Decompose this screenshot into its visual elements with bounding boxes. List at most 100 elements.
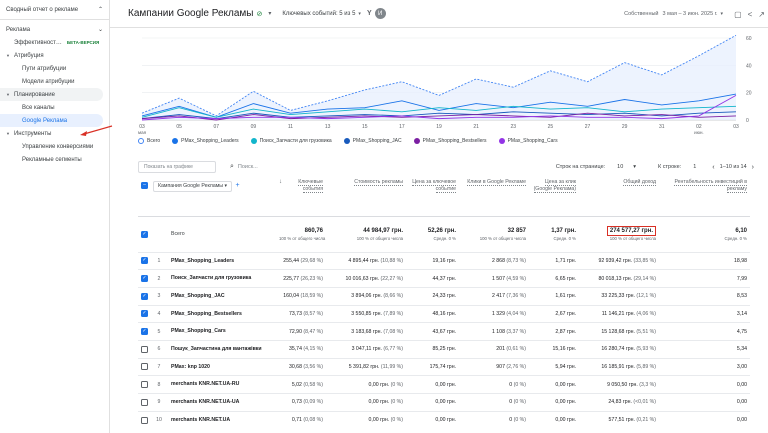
column-header-key-events[interactable]: ↓ Ключевые события xyxy=(279,179,324,193)
legend-item[interactable]: Поиск_Запчасти для грузовика xyxy=(250,138,332,144)
sidebar-header[interactable]: Сводный отчет о рекламе ⌃ xyxy=(0,0,109,20)
row-checkbox[interactable] xyxy=(141,416,148,424)
sidebar-section-ads[interactable]: Реклама ⌄ xyxy=(6,26,103,34)
dimension-selector[interactable]: Кампания Google Рекламы ▾ xyxy=(153,181,233,192)
row-checkbox[interactable]: ✓ xyxy=(141,328,148,336)
x-tick-label: 19 xyxy=(436,124,442,130)
filter-icon[interactable]: Y xyxy=(366,10,372,17)
series-line-0[interactable] xyxy=(141,34,737,117)
legend-item[interactable]: Всего xyxy=(138,138,160,144)
cpc-cell: 2,87 грн. xyxy=(529,322,580,341)
cost-per-event-cell: 43,67 грн. xyxy=(406,322,460,341)
prev-page-icon[interactable]: ‹ xyxy=(712,163,715,171)
column-header-cost-per-event[interactable]: Цена за ключевое событие xyxy=(412,179,457,193)
column-header-cost[interactable]: Стоимость рекламы xyxy=(354,179,404,186)
sidebar-item-ad-segments[interactable]: Рекламные сегменты xyxy=(22,156,82,163)
show-on-chart-button[interactable]: Показать на графике xyxy=(138,161,216,173)
row-number: 6 xyxy=(150,339,168,359)
campaign-name[interactable]: PMax: knp 1020 xyxy=(168,357,277,376)
sidebar-section-tools[interactable]: ▼ Инструменты xyxy=(6,130,52,137)
campaign-name[interactable]: PMax_Shopping_Leaders xyxy=(168,251,277,270)
series-line-3[interactable] xyxy=(141,111,737,120)
campaign-name[interactable]: PMax_Shopping_Bestsellers xyxy=(168,304,277,323)
campaign-name[interactable]: PMax_Shopping_Cars xyxy=(168,322,277,341)
edit-icon[interactable]: ▢ xyxy=(734,9,742,19)
table-row[interactable]: ✓ 5 PMax_Shopping_Cars 72,90 (8,47 %) 3 183,… xyxy=(138,322,751,341)
legend-item[interactable]: PMax_Shopping_JAC xyxy=(343,138,402,144)
rows-per-page-select[interactable]: 10 xyxy=(617,164,624,170)
chevron-down-icon: ⌄ xyxy=(97,27,103,33)
row-checkbox[interactable] xyxy=(141,381,148,389)
sidebar-item-all-channels[interactable]: Все каналы xyxy=(22,104,55,111)
campaign-name[interactable]: Поиск_Запчасти для грузовика xyxy=(168,269,277,288)
table-row[interactable]: ✓ 2 Поиск_Запчасти для грузовика 225,77 (26… xyxy=(138,269,751,288)
row-number: 3 xyxy=(150,286,168,306)
table-row[interactable]: ✓ 1 PMax_Shopping_Leaders 255,44 (29,68 %) 4… xyxy=(138,251,751,270)
key-events-selector[interactable]: Ключевых событий: 5 из 5 xyxy=(282,10,356,17)
report-header: Кампании Google Рекламы ⊘ ▾ Ключевых соб… xyxy=(110,0,768,28)
sidebar-item-google-ads[interactable]: Google Реклама xyxy=(0,114,103,127)
table-row[interactable]: 7 PMax: knp 1020 30,68 (3,56 %) 5 391,82 гр… xyxy=(138,357,751,376)
search-input[interactable]: Поиск... xyxy=(237,164,258,170)
campaign-name[interactable]: Пошук_Запчастина для вантажівки xyxy=(168,339,277,359)
table-row[interactable]: 6 Пошук_Запчастина для вантажівки 35,74 (4… xyxy=(138,339,751,359)
chevron-up-icon[interactable]: ⌃ xyxy=(97,7,103,13)
select-all-checkbox[interactable]: – xyxy=(141,182,148,189)
chevron-down-icon[interactable]: ▾ xyxy=(358,10,361,17)
chevron-down-icon[interactable]: ▾ xyxy=(633,164,637,170)
row-checkbox[interactable]: ✓ xyxy=(141,310,148,318)
column-header-roas[interactable]: Рентабельность инвестиций в рекламу xyxy=(674,179,748,193)
campaign-name[interactable]: PMax_Shopping_JAC xyxy=(168,286,277,306)
row-checkbox[interactable] xyxy=(141,345,148,353)
row-checkbox[interactable]: ✓ xyxy=(141,292,148,300)
add-dimension-icon[interactable]: + xyxy=(235,182,240,189)
avatar[interactable]: И xyxy=(374,8,386,19)
go-to-row-input[interactable]: 1 xyxy=(693,164,697,170)
legend-item[interactable]: PMax_Shopping_Leaders xyxy=(172,138,239,144)
share-icon[interactable]: < xyxy=(747,9,753,19)
table-row[interactable]: 8 merchants KNR.NET.UA-RU 5,02 (0,58 %) 0,0… xyxy=(138,375,751,394)
row-checkbox[interactable]: ✓ xyxy=(141,257,148,265)
x-tick-label: 21 xyxy=(473,124,479,130)
sidebar-item-performance[interactable]: Эффективност… БЕТА-ВЕРСИЯ xyxy=(14,39,100,46)
table-row[interactable]: ✓ 4 PMax_Shopping_Bestsellers 73,73 (8,57 %… xyxy=(138,304,751,323)
chevron-down-icon[interactable]: ▾ xyxy=(268,11,272,17)
row-checkbox[interactable] xyxy=(141,363,148,371)
column-header-revenue[interactable]: Общий доход xyxy=(623,179,657,186)
date-range-picker[interactable]: 3 мая – 3 июн. 2025 г. xyxy=(662,11,718,17)
sidebar-item-attribution-models[interactable]: Модели атрибуции xyxy=(22,78,75,85)
check-circle-icon[interactable]: ⊘ xyxy=(256,10,263,18)
chevron-down-icon[interactable]: ▾ xyxy=(720,11,724,17)
table-row[interactable]: 10 merchants KNR.NET.UA 0,71 (0,08 %) 0,00 … xyxy=(138,410,751,429)
x-tick-label: 17 xyxy=(399,124,405,130)
series-line-4[interactable] xyxy=(141,112,737,121)
totals-checkbox[interactable]: ✓ xyxy=(141,230,148,238)
row-checkbox[interactable] xyxy=(141,398,148,406)
series-line-1[interactable] xyxy=(141,93,737,118)
series-line-5[interactable] xyxy=(141,95,737,121)
revenue-cell: 92 939,42 грн. (33,85 %) xyxy=(579,251,660,270)
next-page-icon[interactable]: › xyxy=(751,163,754,171)
table-row[interactable]: ✓ 3 PMax_Shopping_JAC 160,04 (18,59 %) 3 894… xyxy=(138,286,751,306)
campaign-name[interactable]: merchants KNR.NET.UA-UA xyxy=(168,393,277,412)
key-events-cell: 255,44 (29,68 %) xyxy=(276,251,327,270)
table-row[interactable]: 9 merchants KNR.NET.UA-UA 0,73 (0,09 %) 0,0… xyxy=(138,393,751,412)
sidebar-section-attribution[interactable]: ▼ Атрибуция xyxy=(6,52,44,59)
sidebar-item-conversion-management[interactable]: Управление конверсиями xyxy=(22,143,94,150)
row-checkbox[interactable]: ✓ xyxy=(141,275,148,283)
sidebar-section-planning[interactable]: ▼ Планирование xyxy=(0,88,103,101)
clicks-cell: 2 868 (8,73 %) xyxy=(459,251,530,270)
column-header-cpc[interactable]: Цена за клик (Google Рекламa) xyxy=(533,179,577,193)
roas-cell: 0,00 xyxy=(659,410,751,429)
sidebar-item-attribution-paths[interactable]: Пути атрибуции xyxy=(22,65,67,72)
sort-arrow-icon[interactable]: ↓ xyxy=(279,179,283,185)
legend-item[interactable]: PMax_Shopping_Bestsellers xyxy=(413,138,487,144)
legend-item[interactable]: PMax_Shopping_Cars xyxy=(498,138,558,144)
campaign-name[interactable]: merchants KNR.NET.UA xyxy=(168,410,277,429)
column-header-clicks[interactable]: Клики в Google Рекламе xyxy=(467,179,527,186)
series-line-2[interactable] xyxy=(141,105,737,118)
insights-icon[interactable]: ↗ xyxy=(758,9,765,19)
campaign-name[interactable]: merchants KNR.NET.UA-RU xyxy=(168,375,277,394)
cost-cell: 3 047,11 грн. (6,77 %) xyxy=(326,339,407,359)
